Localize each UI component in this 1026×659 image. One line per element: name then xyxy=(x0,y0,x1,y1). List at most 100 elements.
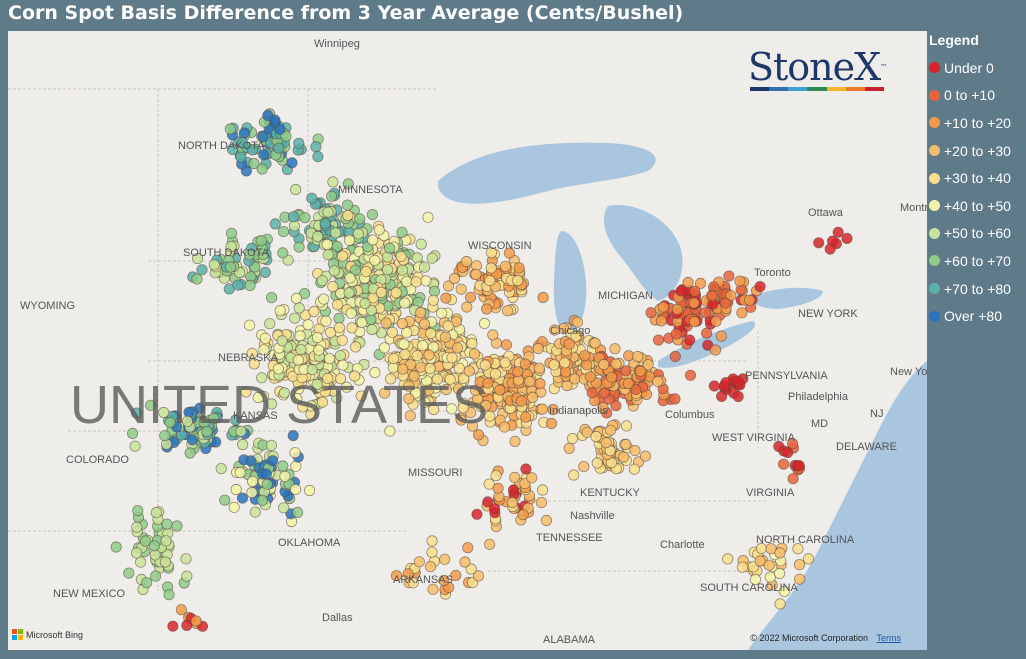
basis-marker[interactable] xyxy=(407,577,419,589)
basis-marker[interactable] xyxy=(399,348,411,360)
basis-marker[interactable] xyxy=(689,285,701,297)
basis-marker[interactable] xyxy=(515,395,527,407)
basis-marker[interactable] xyxy=(278,502,290,514)
basis-marker[interactable] xyxy=(327,281,339,293)
basis-marker[interactable] xyxy=(787,473,799,485)
basis-marker[interactable] xyxy=(639,450,652,462)
basis-marker[interactable] xyxy=(536,484,549,496)
basis-marker[interactable] xyxy=(472,570,485,582)
basis-marker[interactable] xyxy=(684,369,697,381)
basis-marker[interactable] xyxy=(609,343,621,355)
basis-marker[interactable] xyxy=(628,463,641,475)
basis-marker[interactable] xyxy=(276,335,288,347)
basis-marker[interactable] xyxy=(163,589,175,601)
basis-marker[interactable] xyxy=(398,338,410,350)
basis-marker[interactable] xyxy=(442,280,455,292)
basis-marker[interactable] xyxy=(411,350,423,362)
basis-marker[interactable] xyxy=(455,414,467,426)
basis-marker[interactable] xyxy=(384,373,397,385)
basis-marker[interactable] xyxy=(289,483,302,495)
basis-marker[interactable] xyxy=(235,425,247,437)
basis-marker[interactable] xyxy=(249,506,261,518)
basis-marker[interactable] xyxy=(340,381,353,393)
basis-marker[interactable] xyxy=(346,322,358,334)
basis-marker[interactable] xyxy=(548,359,560,371)
basis-marker[interactable] xyxy=(744,294,756,306)
basis-marker[interactable] xyxy=(345,307,357,319)
legend-item[interactable]: +70 to +80 xyxy=(929,275,1026,303)
basis-marker[interactable] xyxy=(257,130,269,143)
basis-marker[interactable] xyxy=(423,349,435,361)
basis-marker[interactable] xyxy=(130,407,143,419)
basis-marker[interactable] xyxy=(238,127,250,139)
basis-marker[interactable] xyxy=(240,386,252,398)
basis-marker[interactable] xyxy=(327,176,339,188)
basis-marker[interactable] xyxy=(230,483,242,496)
basis-marker[interactable] xyxy=(526,472,538,484)
basis-marker[interactable] xyxy=(749,573,762,586)
basis-marker[interactable] xyxy=(710,315,722,327)
basis-marker[interactable] xyxy=(719,297,731,309)
basis-marker[interactable] xyxy=(343,287,355,299)
basis-marker[interactable] xyxy=(312,151,324,163)
basis-marker[interactable] xyxy=(513,262,525,274)
basis-marker[interactable] xyxy=(293,241,305,253)
basis-marker[interactable] xyxy=(620,420,633,432)
basis-marker[interactable] xyxy=(630,383,642,396)
basis-marker[interactable] xyxy=(494,384,506,396)
basis-marker[interactable] xyxy=(485,247,497,259)
basis-marker[interactable] xyxy=(547,403,559,416)
basis-marker[interactable] xyxy=(605,371,618,383)
basis-marker[interactable] xyxy=(684,334,696,346)
basis-marker[interactable] xyxy=(490,469,502,482)
basis-marker[interactable] xyxy=(246,144,259,156)
basis-marker[interactable] xyxy=(232,279,244,291)
basis-marker[interactable] xyxy=(148,540,160,552)
basis-marker[interactable] xyxy=(479,359,491,371)
basis-marker[interactable] xyxy=(536,403,549,415)
basis-marker[interactable] xyxy=(261,478,273,490)
basis-marker[interactable] xyxy=(520,411,532,423)
basis-marker[interactable] xyxy=(610,400,622,412)
basis-marker[interactable] xyxy=(366,323,378,336)
basis-marker[interactable] xyxy=(366,209,378,221)
basis-marker[interactable] xyxy=(440,292,452,304)
basis-marker[interactable] xyxy=(228,501,240,513)
basis-marker[interactable] xyxy=(208,259,220,271)
basis-marker[interactable] xyxy=(563,338,575,350)
basis-marker[interactable] xyxy=(318,293,330,305)
basis-marker[interactable] xyxy=(460,255,473,268)
basis-marker[interactable] xyxy=(402,568,414,580)
basis-marker[interactable] xyxy=(336,334,348,346)
basis-marker[interactable] xyxy=(426,535,438,547)
basis-marker[interactable] xyxy=(267,455,279,467)
basis-marker[interactable] xyxy=(464,291,477,303)
basis-marker[interactable] xyxy=(150,570,162,582)
basis-marker[interactable] xyxy=(286,157,298,169)
basis-marker[interactable] xyxy=(324,326,337,339)
basis-marker[interactable] xyxy=(291,392,303,405)
basis-marker[interactable] xyxy=(352,228,364,240)
basis-marker[interactable] xyxy=(501,305,514,317)
basis-marker[interactable] xyxy=(688,316,701,328)
basis-marker[interactable] xyxy=(520,463,532,475)
basis-marker[interactable] xyxy=(306,192,318,204)
basis-marker[interactable] xyxy=(468,348,481,360)
basis-marker[interactable] xyxy=(420,275,432,287)
basis-marker[interactable] xyxy=(219,494,231,506)
basis-marker[interactable] xyxy=(482,377,494,389)
basis-marker[interactable] xyxy=(455,283,467,295)
basis-marker[interactable] xyxy=(725,289,737,302)
basis-marker[interactable] xyxy=(390,570,403,582)
basis-marker[interactable] xyxy=(277,247,289,259)
basis-marker[interactable] xyxy=(245,455,257,467)
basis-marker[interactable] xyxy=(774,598,786,610)
basis-marker[interactable] xyxy=(813,237,825,249)
basis-marker[interactable] xyxy=(422,384,434,396)
basis-marker[interactable] xyxy=(549,324,561,336)
basis-marker[interactable] xyxy=(196,264,208,276)
basis-marker[interactable] xyxy=(260,468,272,480)
basis-marker[interactable] xyxy=(135,556,147,568)
basis-marker[interactable] xyxy=(164,416,176,429)
basis-marker[interactable] xyxy=(367,234,379,246)
